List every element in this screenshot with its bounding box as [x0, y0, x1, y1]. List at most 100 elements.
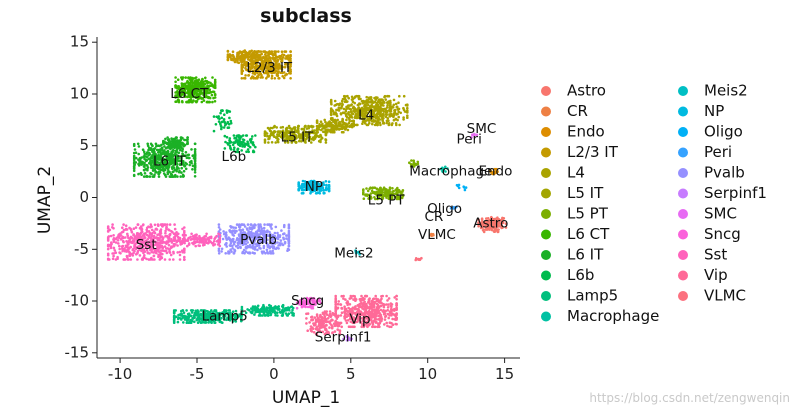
point-l4: [333, 121, 337, 124]
point-sst: [157, 255, 160, 259]
point-cr: [430, 232, 433, 236]
point-cr: [432, 233, 435, 237]
point-l2-3-it: [236, 58, 239, 61]
point-l4: [328, 120, 331, 123]
point-l6-it: [181, 149, 184, 153]
point-l6-it: [143, 161, 146, 165]
point-l5-pt: [412, 159, 416, 162]
point-l6-it: [193, 165, 197, 169]
point-l4: [333, 99, 337, 103]
point-l2-3-it: [266, 70, 270, 73]
point-l2-3-it: [289, 50, 292, 53]
point-pvalb: [220, 247, 224, 251]
point-sst: [125, 254, 129, 258]
point-l2-3-it: [246, 51, 249, 55]
point-sst: [168, 236, 171, 240]
point-l4: [341, 124, 344, 128]
point-pvalb: [244, 250, 248, 253]
point-l4: [329, 113, 333, 116]
point-pvalb: [287, 244, 291, 248]
point-l6-ct: [209, 91, 213, 94]
point-sst: [178, 250, 182, 254]
point-l4: [378, 118, 382, 121]
point-l6b: [241, 138, 245, 141]
point-sst: [157, 243, 161, 247]
point-sst: [148, 231, 151, 235]
point-l2-3-it: [263, 71, 266, 75]
point-l6-it: [143, 172, 147, 175]
point-np: [300, 186, 304, 189]
point-l2-3-it: [282, 76, 286, 80]
point-l4: [347, 96, 351, 100]
point-l6-ct: [188, 81, 191, 85]
point-sst: [113, 249, 117, 252]
point-sst: [160, 239, 163, 242]
point-pvalb: [218, 228, 222, 231]
point-l6-it: [157, 170, 161, 174]
point-sst: [182, 234, 185, 237]
point-sst: [167, 243, 171, 247]
point-pvalb: [253, 226, 256, 229]
point-pvalb: [248, 226, 251, 229]
point-sst: [183, 258, 186, 261]
point-sst: [168, 234, 172, 237]
point-l6-ct: [208, 84, 212, 87]
point-l4: [337, 103, 341, 107]
point-sst: [108, 258, 111, 261]
point-l6-it: [143, 157, 146, 161]
point-sst: [178, 258, 182, 261]
point-endo: [495, 167, 498, 171]
point-l4: [366, 103, 370, 107]
point-l6b: [231, 143, 235, 147]
point-sst: [127, 258, 130, 261]
series-oligo: [455, 183, 468, 192]
point-l4: [346, 107, 350, 110]
point-l2-3-it: [264, 64, 268, 67]
point-l6-it: [193, 148, 197, 151]
point-lamp5: [185, 315, 189, 318]
point-pvalb: [220, 250, 223, 253]
point-l2-3-it: [239, 57, 243, 61]
point-l5-it: [263, 139, 267, 143]
point-l2-3-it: [277, 67, 280, 71]
point-sst: [124, 236, 127, 239]
point-l6-it: [136, 142, 140, 146]
point-l2-3-it: [263, 60, 266, 63]
point-l2-3-it: [272, 53, 276, 56]
point-l4: [315, 121, 319, 124]
point-sst: [192, 237, 195, 240]
point-l2-3-it: [288, 71, 291, 75]
point-l6-it: [186, 153, 189, 157]
point-l6-ct: [181, 76, 185, 79]
point-pvalb: [225, 234, 228, 237]
point-l2-3-it: [261, 76, 264, 79]
point-sst: [139, 227, 142, 230]
point-l6-it: [175, 139, 179, 142]
point-sst: [152, 254, 156, 258]
point-l6-it: [142, 150, 146, 154]
point-pvalb: [279, 239, 283, 242]
point-l5-pt: [365, 187, 368, 190]
point-vip: [395, 298, 398, 301]
point-l4: [381, 119, 385, 122]
point-l6b: [242, 144, 246, 147]
point-sst: [109, 234, 113, 238]
point-l4: [397, 110, 401, 114]
point-l2-3-it: [288, 65, 292, 68]
point-l6b: [252, 150, 256, 154]
point-sst: [122, 228, 126, 232]
point-sst: [170, 241, 174, 244]
point-pvalb: [236, 244, 240, 247]
point-l6-it: [188, 163, 191, 167]
point-sst: [170, 230, 173, 233]
point-l6-it: [149, 147, 153, 150]
point-l6-it: [137, 152, 140, 156]
point-sst: [121, 226, 124, 229]
point-sst: [128, 226, 131, 230]
point-l2-3-it: [240, 52, 244, 56]
point-sst: [138, 254, 142, 257]
point-pvalb: [276, 237, 280, 241]
point-l5-pt: [380, 188, 384, 191]
point-l4: [402, 94, 406, 98]
point-pvalb: [226, 237, 229, 241]
